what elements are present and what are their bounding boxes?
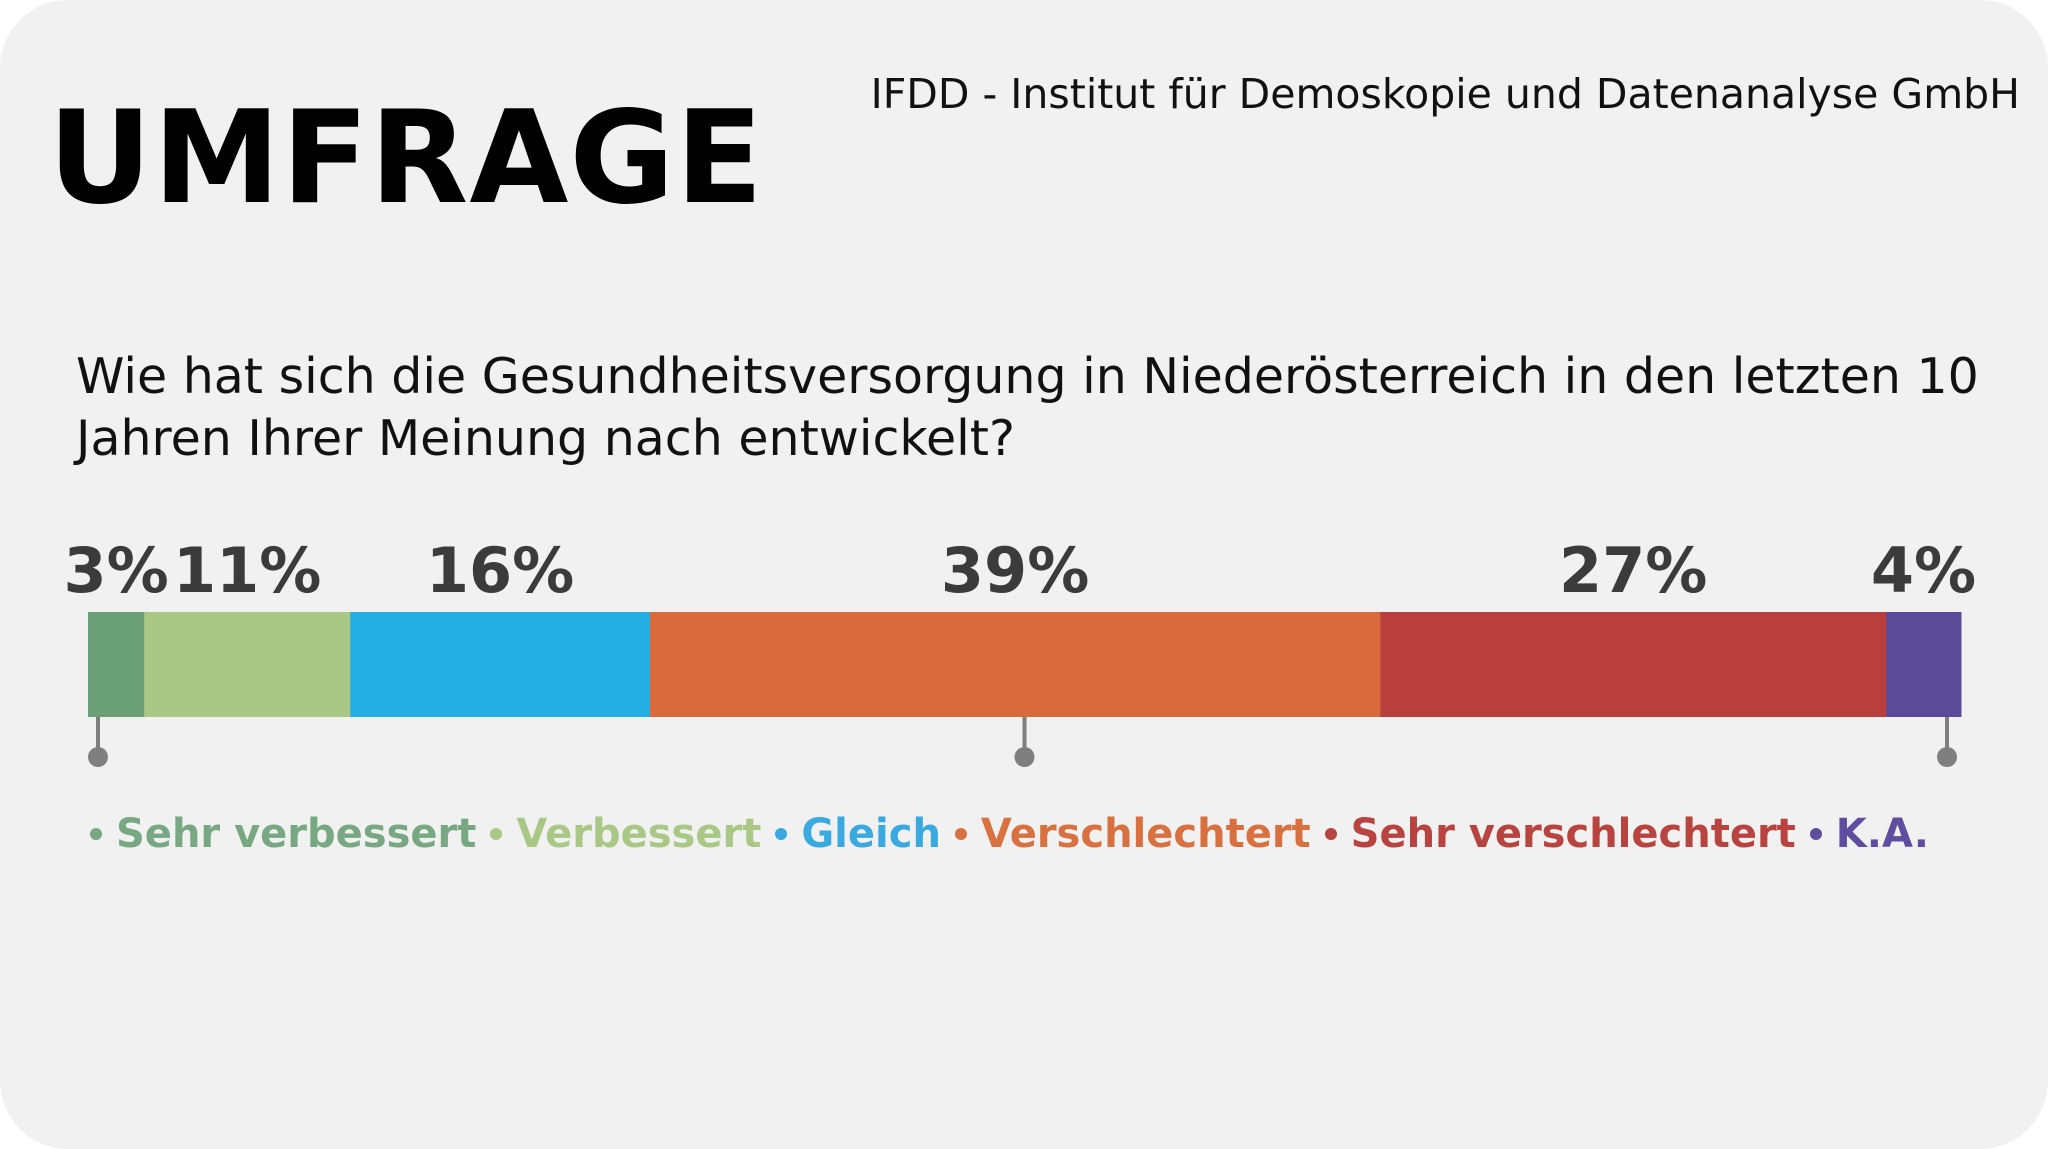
legend-label: Gleich — [801, 811, 941, 857]
legend-label: Sehr verschlechtert — [1350, 811, 1796, 857]
headline: UMFRAGE — [48, 84, 764, 233]
legend-label: Sehr verbessert — [116, 811, 477, 857]
legend-dot-icon — [1809, 828, 1822, 840]
percentage-label: 16% — [426, 534, 574, 607]
percentage-label: 39% — [941, 534, 1089, 607]
legend-dot-icon — [954, 828, 967, 840]
legend-item: Sehr verschlechtert — [1324, 806, 1796, 862]
legend-label: Verbessert — [516, 811, 762, 857]
chart-legend: Sehr verbessert Verbessert Gleich Verschlec… — [90, 806, 1929, 862]
legend-dot-icon — [490, 828, 503, 840]
percentage-label: 4% — [1871, 534, 1976, 607]
bar-segment-0 — [88, 612, 145, 717]
axis-marker-dot — [1937, 747, 1957, 767]
legend-label: Verschlechtert — [980, 811, 1311, 857]
bar-segment-4 — [1380, 612, 1887, 717]
question-text: Wie hat sich die Gesundheitsversorgung i… — [76, 348, 1979, 467]
bar-segments — [88, 612, 1962, 717]
bar-segment-2 — [350, 612, 651, 717]
legend-item: Gleich — [775, 806, 941, 862]
legend-item: Verschlechtert — [954, 806, 1311, 862]
percentage-label: 3% — [63, 534, 168, 607]
legend-dot-icon — [1324, 828, 1337, 840]
legend-dot-icon — [90, 828, 102, 840]
bar-segment-1 — [144, 612, 351, 717]
axis-marker-dot — [88, 747, 108, 767]
bar-segment-3 — [649, 612, 1381, 717]
percentage-labels: 3% 11% 16% 39% 27% 4% — [63, 534, 1976, 607]
percentage-label: 11% — [173, 534, 321, 607]
legend-dot-icon — [775, 828, 788, 840]
legend-item: K.A. — [1809, 806, 1929, 862]
source-label: IFDD - Institut für Demoskopie und Daten… — [870, 70, 2020, 118]
legend-item: Verbessert — [490, 806, 761, 862]
legend-item: Sehr verbessert — [90, 806, 476, 862]
bar-segment-5 — [1886, 612, 1962, 717]
axis-marker-dot — [1014, 747, 1035, 767]
stacked-bar-chart: 3% 11% 16% 39% 27% 4% — [63, 534, 1976, 767]
percentage-label: 27% — [1559, 534, 1707, 607]
legend-label: K.A. — [1835, 811, 1929, 857]
axis-markers — [88, 717, 1957, 767]
